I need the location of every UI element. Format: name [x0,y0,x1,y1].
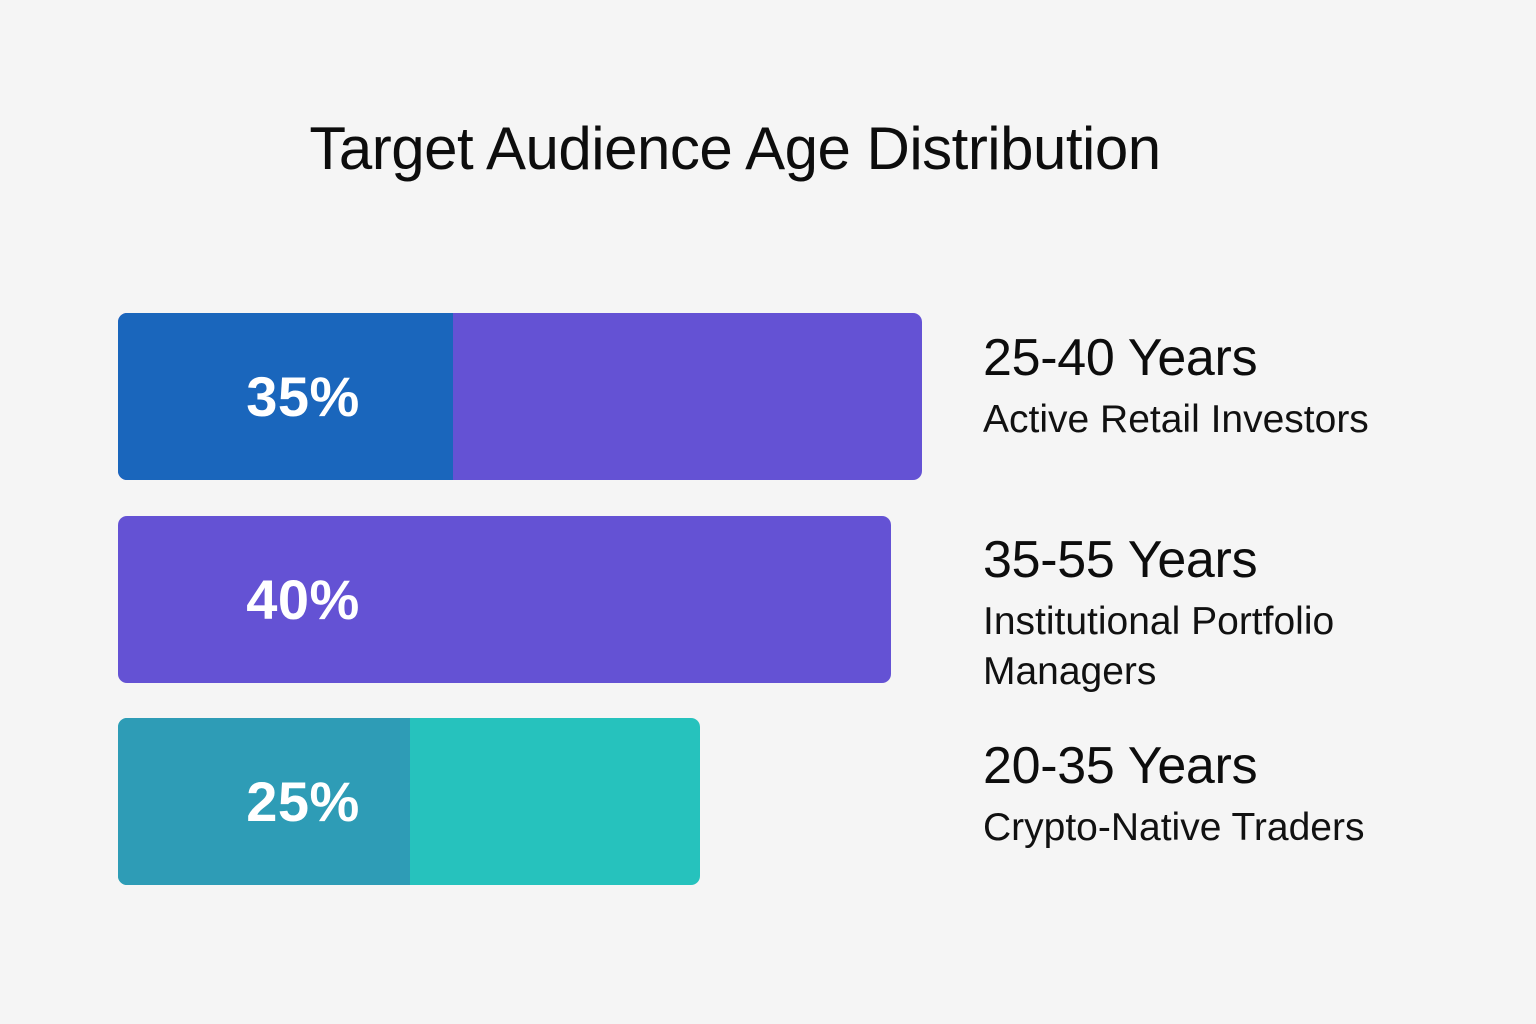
category-label: 35-55 Years [983,531,1258,589]
category-description: Crypto-Native Traders [983,806,1365,850]
category-description: Institutional Portfolio Managers [983,600,1335,693]
bar-20-35-years: 25% [118,718,700,885]
category-description: Active Retail Investors [983,398,1369,442]
bar-25-40-years-highlight-segment [118,313,453,480]
bar-value-label: 40% [246,568,360,631]
bar-20-35-years-highlight-segment [118,718,410,885]
bar-25-40-years: 35% [118,313,922,480]
category-label: 20-35 Years [983,737,1258,795]
legend-entry-35-55: 35-55 Years Institutional Portfolio Mana… [983,531,1503,696]
bar-35-55-years: 40% [118,516,891,683]
legend-entry-25-40: 25-40 Years Active Retail Investors [983,329,1503,445]
bar-value-label: 35% [246,365,360,428]
legend-entry-20-35: 20-35 Years Crypto-Native Traders [983,737,1503,853]
chart-title: Target Audience Age Distribution [309,115,1161,182]
bar-value-label: 25% [246,770,360,833]
category-label: 25-40 Years [983,329,1258,387]
